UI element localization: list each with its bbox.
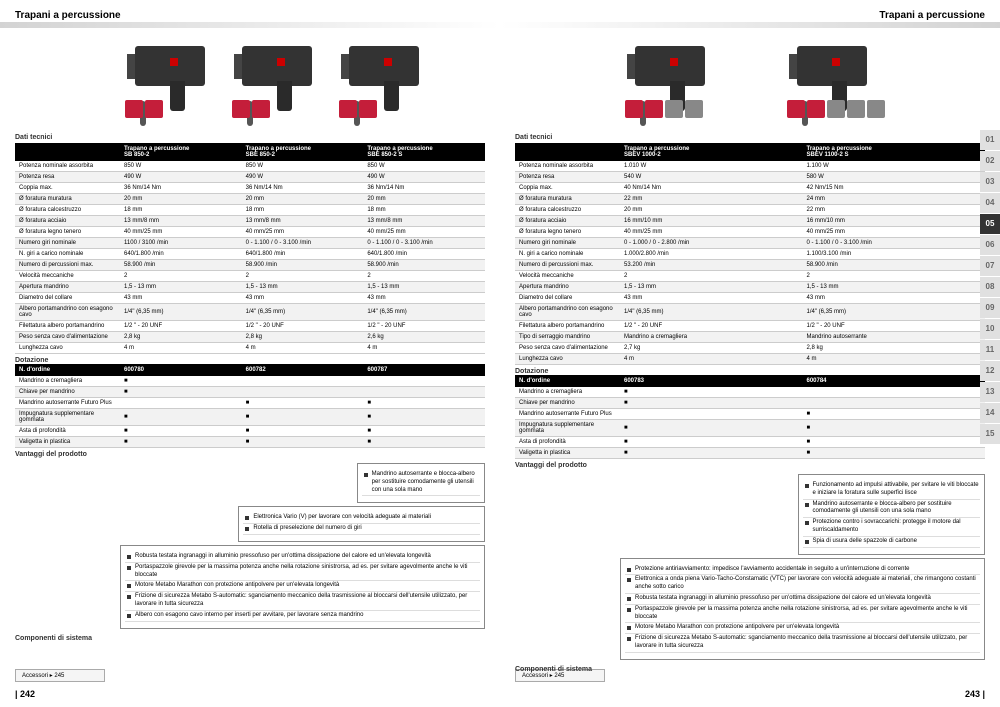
side-tab-06[interactable]: 06 — [980, 235, 1000, 255]
product-images-right — [620, 41, 985, 116]
spec-table-left: Trapano a percussione SB 850-2Trapano a … — [15, 143, 485, 354]
comp-header-r: Componenti di sistema — [515, 666, 985, 673]
side-tab-10[interactable]: 10 — [980, 319, 1000, 339]
order-header-r: Dotazione — [515, 368, 985, 375]
order-header: Dotazione — [15, 357, 485, 364]
side-tab-03[interactable]: 03 — [980, 172, 1000, 192]
benefits-header: Vantaggi del prodotto — [15, 451, 485, 458]
side-tab-14[interactable]: 14 — [980, 403, 1000, 423]
page-number-right: 243 | — [965, 689, 985, 699]
product-images-left — [120, 41, 485, 116]
spec-table-right: Trapano a percussione SBEV 1000-2Trapano… — [515, 143, 985, 365]
side-tab-11[interactable]: 11 — [980, 340, 1000, 360]
tech-header: Dati tecnici — [15, 134, 485, 141]
side-tab-05[interactable]: 05 — [980, 214, 1000, 234]
gradient-divider — [0, 22, 500, 28]
order-table-right: N. d'ordine600783600784 Mandrino a crema… — [515, 375, 985, 459]
side-tab-04[interactable]: 04 — [980, 193, 1000, 213]
product-image — [120, 41, 225, 106]
benefits-left: Mandrino autoserrante e blocca-albero pe… — [15, 463, 485, 632]
side-tab-13[interactable]: 13 — [980, 382, 1000, 402]
side-tab-08[interactable]: 08 — [980, 277, 1000, 297]
product-image — [334, 41, 439, 106]
accessori-link[interactable]: Accessori ▸ 245 — [15, 669, 105, 682]
right-page: Trapani a percussione Dati tecnici Trapa… — [500, 0, 1000, 707]
page-number-left: | 242 — [15, 689, 35, 699]
side-tab-07[interactable]: 07 — [980, 256, 1000, 276]
gradient-divider — [500, 22, 1000, 28]
benefits-right: Funzionamento ad impulsi attivabile, per… — [515, 474, 985, 663]
comp-header: Componenti di sistema — [15, 635, 485, 642]
product-image — [227, 41, 332, 106]
side-tab-02[interactable]: 02 — [980, 151, 1000, 171]
product-image — [782, 41, 942, 106]
tech-header-r: Dati tecnici — [515, 134, 985, 141]
left-page: Trapani a percussione Dati tecnici Trapa… — [0, 0, 500, 707]
benefits-header-r: Vantaggi del prodotto — [515, 462, 985, 469]
side-tab-15[interactable]: 15 — [980, 424, 1000, 444]
product-image — [620, 41, 780, 106]
order-table-left: N. d'ordine600780600782600787 Mandrino a… — [15, 364, 485, 448]
side-tabs: 010203040506070809101112131415 — [980, 130, 1000, 445]
side-tab-09[interactable]: 09 — [980, 298, 1000, 318]
